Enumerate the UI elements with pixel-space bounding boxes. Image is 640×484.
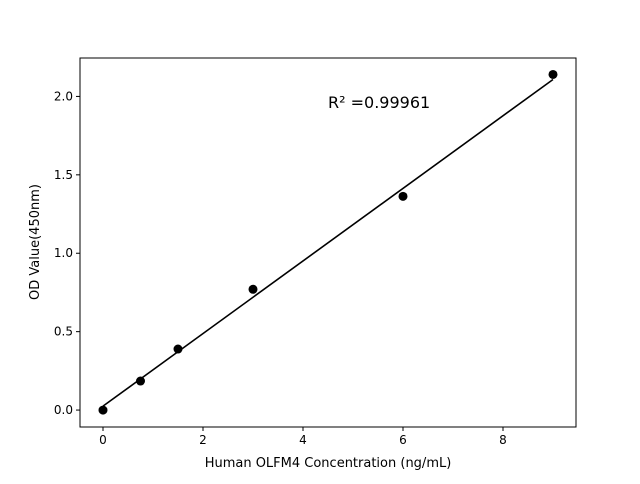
x-tick-label: 6 bbox=[399, 433, 407, 447]
data-point bbox=[548, 69, 558, 79]
x-tick-label: 2 bbox=[199, 433, 207, 447]
x-axis-label: Human OLFM4 Concentration (ng/mL) bbox=[205, 456, 452, 471]
fit-line bbox=[102, 78, 554, 407]
y-tick-label: 2.0 bbox=[54, 89, 73, 103]
y-axis-label: OD Value(450nm) bbox=[28, 184, 43, 300]
axes-frame bbox=[79, 57, 577, 428]
x-tick-label: 0 bbox=[99, 433, 107, 447]
data-point bbox=[98, 405, 108, 415]
y-tick-label: 0.5 bbox=[54, 325, 73, 339]
data-point bbox=[248, 284, 258, 294]
y-tick-label: 0.0 bbox=[54, 403, 73, 417]
x-axis: 0 2 4 6 8 bbox=[99, 427, 507, 447]
data-point bbox=[173, 344, 183, 354]
data-point bbox=[398, 191, 408, 201]
y-axis: 0.0 0.5 1.0 1.5 2.0 bbox=[54, 89, 80, 417]
x-tick-label: 4 bbox=[299, 433, 307, 447]
x-tick-label: 8 bbox=[499, 433, 507, 447]
y-tick-label: 1.5 bbox=[54, 168, 73, 182]
plot-area bbox=[98, 69, 558, 415]
y-tick-label: 1.0 bbox=[54, 246, 73, 260]
r-squared-annotation: R² =0.99961 bbox=[328, 93, 430, 112]
data-point bbox=[136, 376, 145, 386]
